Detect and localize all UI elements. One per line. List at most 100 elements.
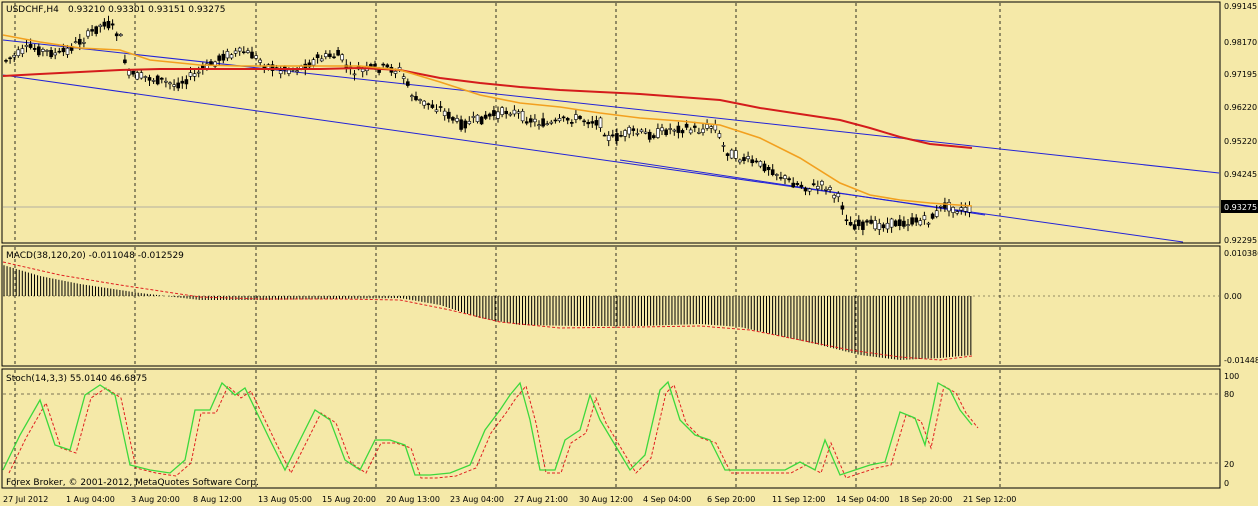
price-tick: 0.98170 [1224, 38, 1257, 47]
candle-body [574, 114, 578, 120]
price-panel[interactable] [1, 1, 1221, 244]
stoch-tick: 0 [1224, 479, 1229, 488]
candle-body [467, 121, 472, 125]
candle-body [512, 109, 517, 115]
candle-body [405, 81, 410, 86]
copyright-notice: Forex Broker, © 2001-2012, MetaQuotes So… [6, 478, 259, 488]
candle-body [233, 50, 238, 54]
candle-body [168, 82, 172, 85]
candle-body [881, 224, 886, 229]
candle-body [508, 113, 513, 116]
macd-panel[interactable] [1, 245, 1221, 367]
symbol-label: USDCHF,H4 [6, 5, 59, 15]
candle-body [381, 63, 386, 66]
candle-body [795, 183, 800, 185]
candle-body [12, 55, 16, 58]
candle-body [446, 111, 451, 119]
candle-body [803, 187, 808, 192]
candle-body [217, 55, 221, 61]
candle-body [635, 132, 640, 135]
candle-body [537, 124, 541, 127]
candle-body [717, 133, 722, 138]
candle-body [45, 50, 49, 52]
candle-body [278, 70, 283, 75]
macd-label: MACD(38,120,20) -0.011048 -0.012529 [6, 251, 184, 261]
candle-body [938, 205, 943, 208]
candle-body [533, 118, 537, 123]
candle-body [828, 187, 832, 190]
candle-body [959, 207, 964, 211]
candle-body [471, 116, 476, 118]
candle-body [24, 45, 29, 47]
candle-body [930, 213, 935, 219]
candle-body [496, 111, 500, 119]
candle-body [196, 71, 201, 74]
candle-body [250, 51, 254, 59]
candle-body [192, 73, 197, 77]
candle-body [598, 117, 603, 128]
candle-body [352, 73, 357, 76]
candle-body [799, 184, 804, 188]
candle-body [180, 80, 185, 84]
candle-body [147, 77, 152, 81]
candle-body [332, 56, 336, 59]
candle-body [758, 161, 763, 167]
candle-body [438, 106, 443, 108]
stoch-main-line [2, 380, 973, 476]
candle-body [176, 82, 180, 89]
candle-body [836, 193, 841, 198]
candle-body [656, 128, 660, 138]
candle-body [873, 220, 878, 230]
candle-body [504, 110, 509, 115]
candle-body [28, 44, 33, 48]
candle-body [947, 202, 951, 212]
candle-body [680, 130, 685, 134]
candle-body [155, 75, 160, 85]
macd-tick: -0.014485 [1224, 356, 1258, 365]
candle-body [811, 183, 816, 186]
candle-body [4, 60, 8, 62]
candle-body [606, 135, 611, 141]
candle-body [8, 57, 12, 60]
stoch-signal-line [8, 384, 979, 479]
stoch-panel[interactable] [1, 368, 1221, 489]
candle-body [565, 118, 570, 121]
candle-body [319, 58, 324, 62]
candle-body [779, 177, 783, 179]
time-label: 30 Aug 12:00 [579, 495, 633, 504]
candle-body [856, 219, 861, 227]
price-tick: 0.94245 [1224, 170, 1257, 179]
candle-body [869, 219, 873, 224]
candle-body [528, 118, 533, 123]
candle-body [865, 220, 869, 223]
candle-body [336, 49, 340, 56]
candle-body [557, 118, 562, 122]
candle-body [254, 55, 258, 59]
candle-body [787, 178, 791, 181]
candle-body [725, 153, 730, 156]
candle-body [840, 205, 845, 210]
candle-body [242, 51, 246, 54]
time-label: 15 Aug 20:00 [322, 495, 376, 504]
candle-body [820, 180, 824, 186]
candle-body [53, 52, 58, 56]
candle-body [106, 20, 111, 29]
candle-body [86, 30, 90, 37]
candle-body [889, 218, 894, 228]
candle-body [729, 149, 734, 159]
candle-body [750, 159, 755, 164]
candle-body [131, 71, 135, 75]
candle-body [172, 84, 176, 87]
macd-tick: 0.010386 [1224, 249, 1258, 258]
candle-body [766, 167, 771, 171]
candle-body [647, 131, 652, 140]
candle-body [852, 224, 857, 230]
candle-body [623, 130, 627, 137]
candle-body [688, 129, 693, 134]
candle-body [742, 157, 746, 161]
stoch-tick: 100 [1224, 372, 1239, 381]
candle-body [713, 124, 718, 131]
time-label: 18 Sep 20:00 [899, 495, 952, 504]
vertical-grid [3, 3, 1219, 487]
